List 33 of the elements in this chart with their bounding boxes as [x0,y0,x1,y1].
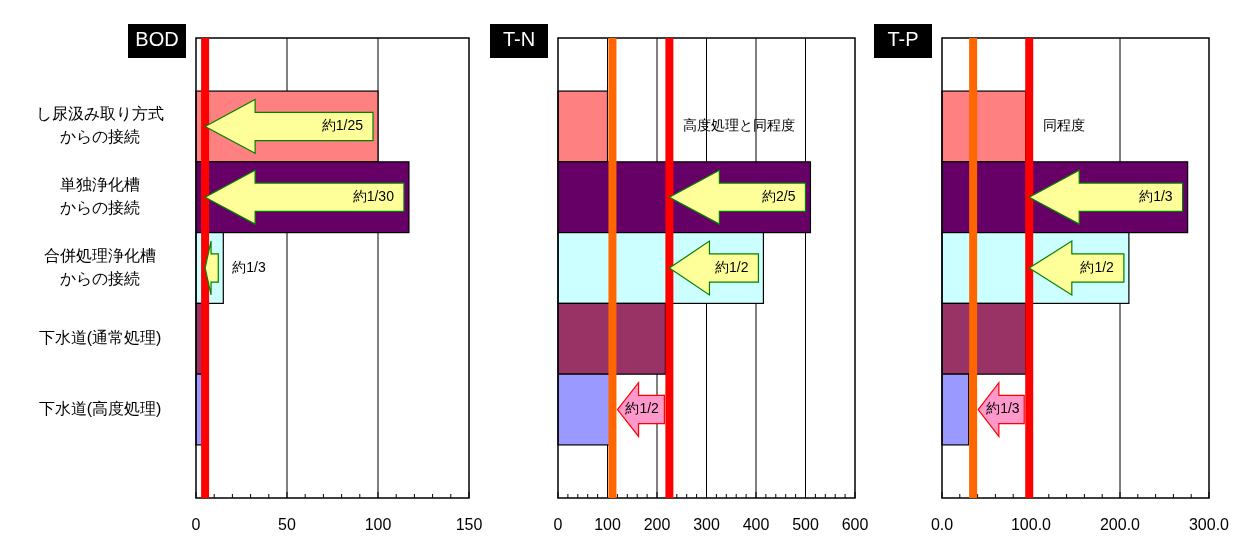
x-tick-label: 300.0 [1188,516,1230,533]
y-tick-label: 単独浄化槽からの接続 [60,176,140,217]
x-tick-label: 400 [742,516,770,533]
annotation: 約1/3 [232,258,266,275]
y-tick-label: 下水道(通常処理) [38,328,162,346]
y-tick-label: し尿汲み取り方式からの接続 [36,105,164,146]
y-tick-label: 下水道(高度処理) [38,399,162,417]
x-tick-label: 600 [841,516,869,533]
chart-title: T-N [502,28,536,51]
x-tick-label: 0 [191,516,201,533]
annotation: 約1/2 [1080,258,1115,275]
annotation: 同程度 [1043,117,1086,134]
annotation: 約1/3 [1139,187,1173,204]
annotation: 約1/25 [321,117,364,134]
x-tick-label: 100 [364,516,392,533]
x-tick-label: 200.0 [1099,516,1141,533]
chart-title: BOD [135,28,179,51]
x-tick-label: 100 [594,516,621,533]
x-tick-label: 50 [278,516,296,533]
x-tick-label: 300 [693,516,720,533]
annotation: 約2/5 [761,187,796,204]
x-tick-label: 0 [553,516,563,533]
x-tick-label: 0.0 [930,516,954,533]
x-tick-label: 100.0 [1010,516,1052,533]
x-tick-label: 500 [792,516,819,533]
y-tick-label: 合併処理浄化槽からの接続 [44,247,156,288]
chart-title: T-P [887,28,919,51]
annotation: 約1/2 [625,400,660,417]
annotation: 約1/30 [352,187,395,204]
annotation: 約1/2 [714,258,749,275]
annotation: 約1/3 [986,400,1020,417]
x-tick-label: 150 [455,516,483,533]
x-tick-label: 200 [643,516,671,533]
